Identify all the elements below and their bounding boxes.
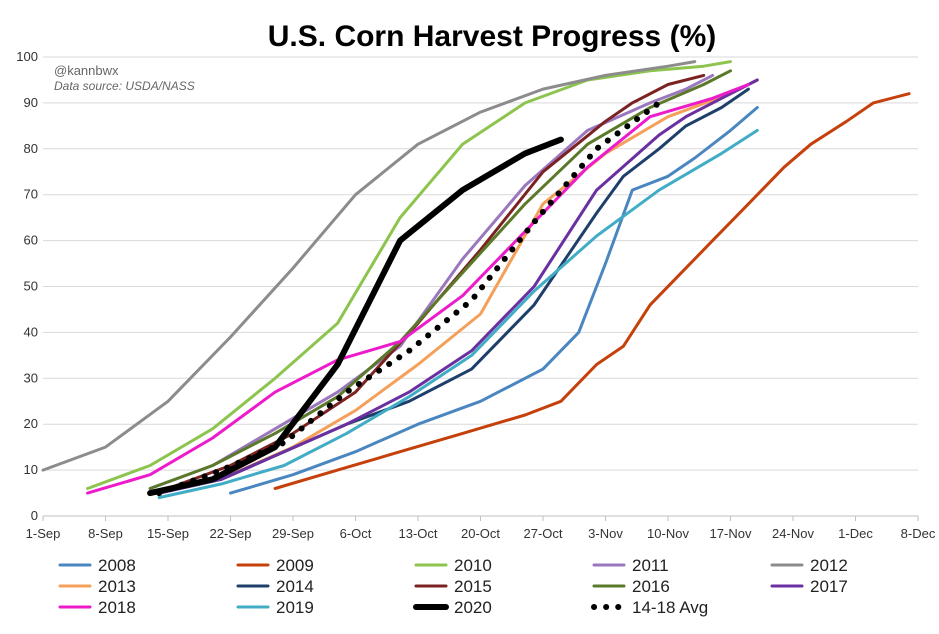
grid-lines	[43, 56, 918, 471]
legend-label-2020: 2020	[454, 598, 492, 617]
legend-label-2008: 2008	[98, 556, 136, 575]
x-tick-label: 8-Dec	[901, 526, 936, 541]
author-handle: @kannbwx	[54, 63, 119, 78]
series-line-2011	[148, 73, 715, 490]
x-tick-label: 22-Sep	[210, 526, 252, 541]
series-line-2012	[41, 60, 697, 472]
y-tick-label: 70	[24, 187, 38, 202]
chart-title: U.S. Corn Harvest Progress (%)	[268, 20, 716, 53]
x-tick-label: 1-Sep	[26, 526, 61, 541]
y-tick-label: 80	[24, 141, 38, 156]
x-tick-label: 27-Oct	[523, 526, 562, 541]
legend-label-2009: 2009	[276, 556, 314, 575]
series-line-14-18-avg	[156, 99, 663, 497]
axes: 0 10 20 30 40 50 60 70 80 90 100 1-Sep 8-Sep 15-Sep 22…	[16, 49, 936, 541]
y-tick-label: 20	[24, 416, 38, 431]
x-tick-label: 24-Nov	[772, 526, 814, 541]
series-line-2017	[157, 78, 759, 495]
legend-label-2013: 2013	[98, 577, 136, 596]
series-lines	[41, 60, 911, 500]
x-tick-label: 6-Oct	[340, 526, 372, 541]
x-tick-label: 10-Nov	[647, 526, 689, 541]
y-tick-label: 40	[24, 324, 38, 339]
x-tick-label: 1-Dec	[838, 526, 873, 541]
y-tick-label: 0	[31, 508, 38, 523]
legend-label-2011: 2011	[632, 556, 669, 575]
legend-label-2010: 2010	[454, 556, 492, 575]
series-line-2020	[147, 136, 564, 497]
x-tick-label: 17-Nov	[710, 526, 752, 541]
series-line-2009	[273, 92, 911, 490]
x-tick-label: 29-Sep	[272, 526, 314, 541]
legend-label-14-18-avg: 14-18 Avg	[632, 598, 708, 617]
y-tick-label: 50	[24, 279, 38, 294]
series-line-2018	[86, 83, 750, 495]
y-tick-label: 90	[24, 95, 38, 110]
legend-label-2018: 2018	[98, 598, 136, 617]
legend-label-2012: 2012	[810, 556, 848, 575]
series-line-2010	[86, 60, 732, 490]
series-line-2015	[166, 73, 706, 490]
x-tick-label: 3-Nov	[588, 526, 623, 541]
x-tick-label: 8-Sep	[88, 526, 123, 541]
legend-label-2014: 2014	[276, 577, 314, 596]
legend-label-2017: 2017	[810, 577, 848, 596]
legend-label-2016: 2016	[632, 577, 670, 596]
series-line-2008	[229, 106, 759, 495]
legend: 2008 2009 2010 2011 2012 2013 2014 2015 2016 2017…	[58, 556, 848, 617]
y-tick-label: 60	[24, 233, 38, 248]
y-tick-label: 10	[24, 462, 38, 477]
series-line-2019	[157, 128, 759, 500]
y-tick-label: 30	[24, 370, 38, 385]
series-line-2016	[148, 69, 732, 490]
series-line-2014	[157, 87, 750, 495]
x-tick-label: 15-Sep	[147, 526, 189, 541]
x-tick-label: 20-Oct	[461, 526, 500, 541]
x-tick-label: 13-Oct	[398, 526, 437, 541]
legend-label-2015: 2015	[454, 577, 492, 596]
y-tick-label: 100	[16, 49, 38, 64]
legend-label-2019: 2019	[276, 598, 314, 617]
data-source-note: Data source: USDA/NASS	[54, 79, 195, 93]
